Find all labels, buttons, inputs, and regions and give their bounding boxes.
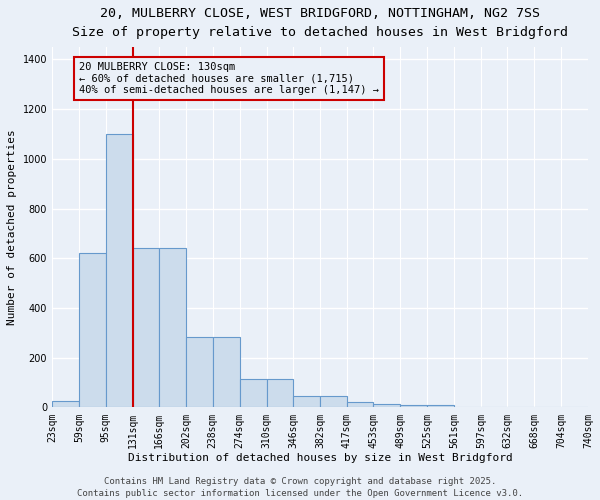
Bar: [133, 248, 159, 408]
Bar: [159, 248, 186, 408]
Bar: [239, 379, 266, 408]
Bar: [266, 379, 293, 408]
Bar: [186, 336, 213, 407]
Y-axis label: Number of detached properties: Number of detached properties: [7, 130, 17, 325]
Title: 20, MULBERRY CLOSE, WEST BRIDGFORD, NOTTINGHAM, NG2 7SS
Size of property relativ: 20, MULBERRY CLOSE, WEST BRIDGFORD, NOTT…: [72, 7, 568, 39]
Bar: [427, 406, 454, 407]
Bar: [293, 396, 320, 407]
Bar: [52, 401, 79, 407]
X-axis label: Distribution of detached houses by size in West Bridgford: Distribution of detached houses by size …: [128, 453, 512, 463]
Bar: [79, 254, 106, 408]
Bar: [400, 406, 427, 407]
Bar: [213, 336, 239, 407]
Text: 20 MULBERRY CLOSE: 130sqm
← 60% of detached houses are smaller (1,715)
40% of se: 20 MULBERRY CLOSE: 130sqm ← 60% of detac…: [79, 62, 379, 95]
Bar: [320, 396, 347, 407]
Bar: [373, 404, 400, 407]
Bar: [347, 402, 373, 407]
Text: Contains HM Land Registry data © Crown copyright and database right 2025.
Contai: Contains HM Land Registry data © Crown c…: [77, 476, 523, 498]
Bar: [106, 134, 133, 407]
